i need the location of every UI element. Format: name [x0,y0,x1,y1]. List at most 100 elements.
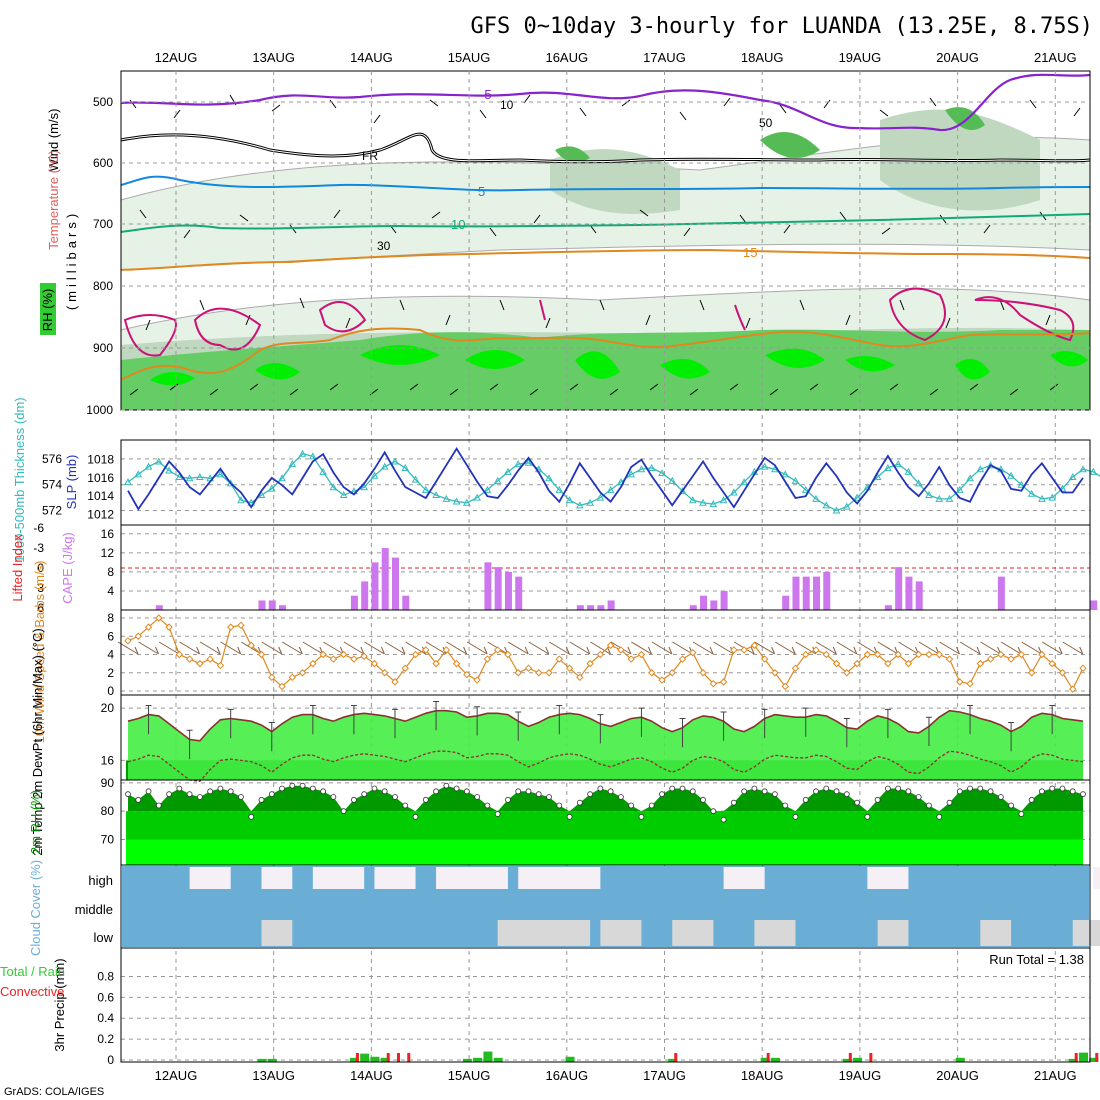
precip-ylabel: 3hr Precip (mm) [52,958,67,1051]
wind10-barb [713,641,735,655]
rh-band-green-high [555,107,985,163]
footer: GrADS: COLA/IGES [4,1086,104,1098]
cape-bar [710,600,718,610]
rh2m-tick-1: 80 [101,804,115,818]
thickness-point [144,462,153,470]
thickness-point [432,491,440,499]
date-label-top-6: 18AUG [741,50,784,65]
thickness-point [719,496,728,504]
wind10-point [165,623,173,631]
cape-bar [279,605,287,610]
wind10-point [1038,650,1046,659]
cloud-high-block-5 [518,867,601,889]
upper-ylabel-wind: Wind (m/s) [46,109,61,172]
wind10-point [658,676,666,684]
wind10-point [545,669,553,677]
wind10-point [319,650,327,659]
precip-bar [473,1057,483,1062]
wind10-barb [384,641,406,655]
thickness-point [308,452,317,460]
temp2m-ylabel: 2m Temp 2m DewPt (6hr Min/Max) (°C) [30,628,45,855]
wind-barbs [129,94,1081,396]
thickness-point [391,457,399,465]
contour-label-5: 5 [478,184,485,199]
rh2m-fill-70-80 [126,811,1083,840]
wind10-point [216,661,225,670]
rh2m-point [474,794,481,800]
temp2m-minmax-bar [227,708,234,739]
date-label-top-3: 15AUG [448,50,491,65]
thickness-point [124,478,132,486]
wind10-point [493,646,502,654]
rh2m-point [320,788,327,795]
temp2m-minmax-bar [679,718,686,748]
rh2m-fill-below-70 [126,839,1083,865]
rh2m-point [217,785,224,792]
convective-precip-bar-0 [355,1053,359,1062]
cape-bar [689,605,697,610]
temp2m-minmax-bar [1008,721,1015,752]
wind10-point [514,669,522,677]
wind10-point [740,646,748,654]
thickness-point [832,506,841,514]
temp2m-minmax-bar [145,704,152,735]
thickness-point [154,457,163,465]
wind10-point [986,655,995,663]
wind10-point [760,655,769,663]
wind10-barb [774,641,796,655]
rh2m-point [299,782,306,789]
convective-precip-bar-8 [1074,1053,1078,1062]
wind10-point [822,650,830,659]
thickness-point [894,460,903,468]
thickness-point [247,498,256,506]
thickness-point [1038,494,1046,502]
thickness-point [617,478,625,486]
wind10-point [730,646,738,654]
contour-label-minus5: -5 [480,87,492,102]
cape-bar [504,571,512,610]
wind10-point [617,646,625,654]
rh2m-point [176,785,183,792]
date-label-bottom-5: 17AUG [643,1068,686,1083]
wind10-point [771,669,779,677]
rh2m-point [268,791,275,798]
cloud-level-1: middle [75,902,113,917]
temp2m-line [127,709,1084,742]
thickness-point [483,485,492,493]
wind10-point [1017,650,1026,659]
thickness-point [257,491,266,499]
temp2m-minmax-bar [350,704,357,735]
wind10-barb [220,641,242,655]
thickness-point [165,466,173,474]
contour-label-fr: FR [362,149,378,163]
temp2m-minmax-bar [556,704,563,735]
temp-contour-10 [121,213,1090,233]
wind10-barb [138,641,159,655]
wind10-point [473,676,481,684]
li-tick-2: 0 [37,561,44,575]
wind10-point [401,664,409,672]
rh2m-ylabel: 2m RH (%) [28,790,43,854]
data-layer [117,447,1100,1062]
rh2m-point [135,796,142,803]
thickness-point [1017,480,1026,488]
wind10-barb [1041,641,1063,655]
rh2m-point [371,785,378,792]
wind10-point [668,669,676,677]
wind10-point [925,650,933,659]
thickness-point [216,470,225,478]
wind10-point [586,659,594,668]
wind10-point [648,669,656,677]
rh2m-point [751,785,758,792]
temp-contour-15 [121,248,1090,271]
thickness-point [709,500,718,508]
thickness-point [278,474,286,482]
cape-bar [155,605,163,610]
rh2m-point [597,785,604,792]
cloud-high-block-3 [374,867,416,889]
rh2m-point [936,813,943,820]
rh2m-point [648,802,655,809]
thickness-point [339,491,348,499]
wind10-point [945,655,954,663]
contour-labels: -5 FR 5 10 15 10 30 50 [362,87,773,260]
